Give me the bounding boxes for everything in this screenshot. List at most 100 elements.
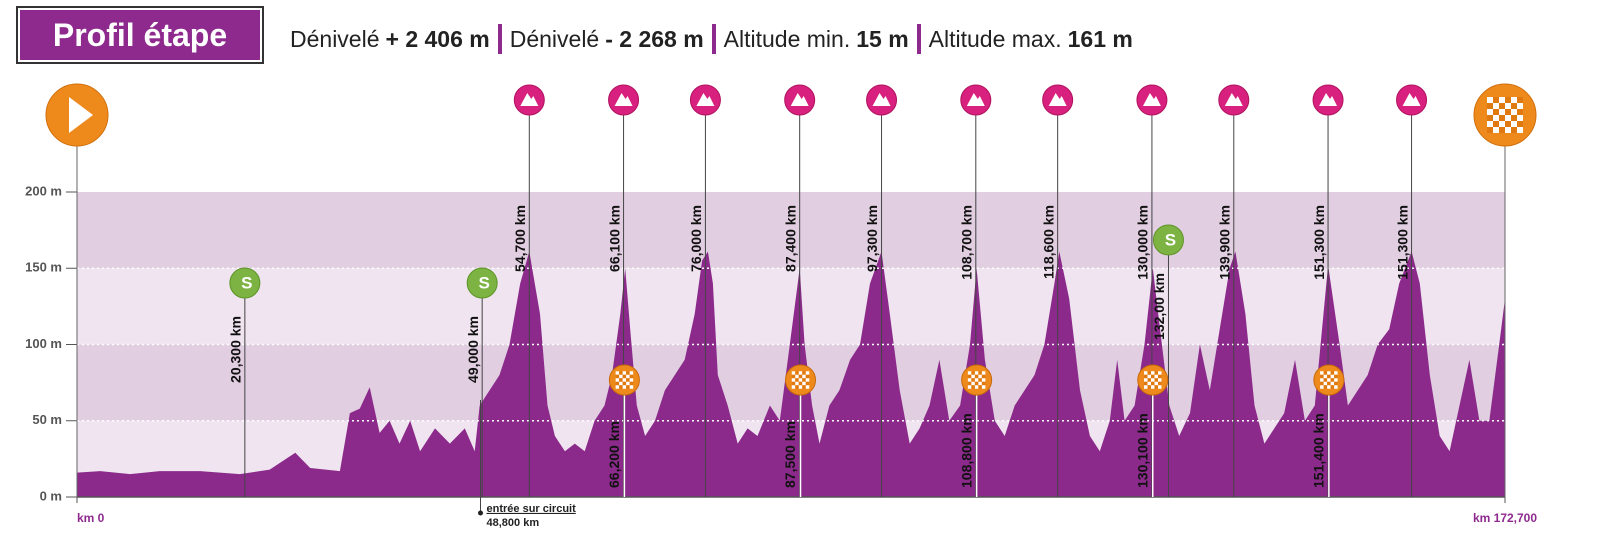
checker <box>622 385 627 389</box>
climb-label: 118,600 km <box>1040 205 1056 279</box>
stat-value: 161 m <box>1067 25 1133 52</box>
checker <box>1499 103 1505 109</box>
checker <box>791 381 796 386</box>
checkpoint-label: 87,500 km <box>782 421 798 488</box>
checker <box>978 385 982 389</box>
checker <box>1327 385 1331 389</box>
checker <box>615 378 620 382</box>
stat-label: Altitude max. <box>928 25 1062 52</box>
checker <box>1499 115 1505 121</box>
checkpoint-icon <box>1137 364 1169 396</box>
checker <box>1511 127 1517 133</box>
checker <box>1320 385 1324 389</box>
checker <box>619 374 623 379</box>
checker <box>1327 378 1331 382</box>
climb-label: 76,000 km <box>688 205 704 272</box>
checkpoint-label: 108,800 km <box>958 413 974 488</box>
checker <box>626 385 630 389</box>
checker <box>1330 371 1335 375</box>
sprint-icon <box>229 267 261 299</box>
climb-label: 66,100 km <box>606 205 622 272</box>
climb-label: 151,300 km <box>1394 205 1410 280</box>
checker <box>978 381 982 386</box>
checker <box>798 378 803 382</box>
checker <box>974 385 979 389</box>
checker <box>795 378 799 382</box>
climb-label: 139,900 km <box>1216 205 1232 280</box>
checker <box>974 371 979 375</box>
mountain <box>1142 93 1161 106</box>
checker <box>971 378 975 382</box>
checker <box>1144 378 1148 382</box>
checker <box>1158 385 1162 389</box>
checker <box>1147 381 1152 386</box>
checker <box>795 381 799 386</box>
checker <box>1147 374 1152 379</box>
y-tick-label: 200 m <box>25 183 62 198</box>
checker <box>1505 109 1511 115</box>
checker <box>1499 121 1505 127</box>
checker <box>805 378 810 382</box>
checker <box>1505 103 1511 109</box>
separator <box>916 24 921 54</box>
mountain <box>1319 93 1338 106</box>
checker <box>798 385 803 389</box>
checker <box>1487 109 1493 115</box>
checker <box>1154 381 1159 386</box>
checker <box>626 371 630 375</box>
checker <box>1151 371 1155 375</box>
checker <box>978 371 982 375</box>
play <box>69 97 93 133</box>
checker <box>967 371 972 375</box>
checker <box>791 371 796 375</box>
checker <box>1144 371 1148 375</box>
checker <box>1493 109 1499 115</box>
checker <box>1505 127 1511 133</box>
checker <box>795 371 799 375</box>
stat-value: 15 m <box>856 25 909 52</box>
checker <box>1487 121 1493 127</box>
stat-value: - 2 268 m <box>605 25 704 52</box>
checker <box>619 371 623 375</box>
climb-label: 108,700 km <box>959 205 975 280</box>
stat-value: + 2 406 m <box>385 25 490 52</box>
checker <box>1330 374 1335 379</box>
checker <box>622 378 627 382</box>
checkpoint-label: 151,400 km <box>1311 413 1327 488</box>
mountain <box>790 93 809 106</box>
y-tick-label: 100 m <box>25 336 62 351</box>
separator <box>711 24 716 54</box>
x-tick-label: km 172,700 <box>1473 511 1537 525</box>
checker <box>981 378 986 382</box>
checker <box>967 385 972 389</box>
stat-label: Dénivelé <box>509 25 600 52</box>
stat-label: Altitude min. <box>723 25 851 52</box>
y-tick-label: 150 m <box>25 260 62 275</box>
checker <box>1511 121 1517 127</box>
checker <box>626 381 630 386</box>
checker <box>1330 385 1335 389</box>
checker <box>629 385 634 389</box>
checker <box>1158 381 1162 386</box>
climb-label: 87,400 km <box>782 205 798 272</box>
sprint-label: 20,300 km <box>228 316 244 383</box>
checker <box>971 374 975 379</box>
start-icon <box>45 83 109 497</box>
checker <box>967 374 972 379</box>
checkpoint-label: 130,100 km <box>1134 413 1150 488</box>
checker <box>615 381 620 386</box>
checker <box>1154 374 1159 379</box>
sprint-icon <box>466 267 498 299</box>
y-tick-label: 0 m <box>40 488 62 503</box>
stats: Dénivelé + 2 406 m Dénivelé - 2 268 m Altitu… <box>290 24 1133 54</box>
checker <box>971 385 975 389</box>
checker <box>629 371 634 375</box>
checker <box>981 385 986 389</box>
checkpoint-label: 66,200 km <box>606 421 622 488</box>
stat-label: Dénivelé <box>290 25 380 52</box>
checker <box>1493 103 1499 109</box>
checker <box>1158 374 1162 379</box>
checker <box>622 374 627 379</box>
sprint-symbol: S <box>241 273 252 292</box>
